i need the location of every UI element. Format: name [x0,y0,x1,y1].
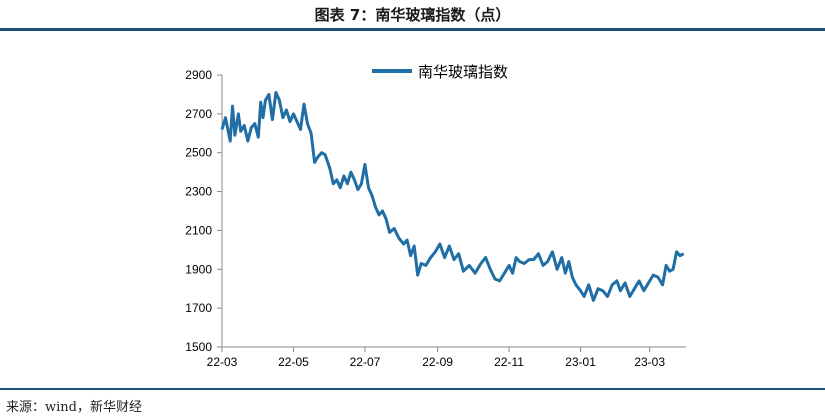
x-tick-label: 22-03 [207,355,238,369]
y-tick-label: 1500 [185,340,212,354]
y-tick-label: 1700 [185,301,212,315]
y-tick-label: 2100 [185,223,212,237]
x-axis: 22-03 22-05 22-07 22-09 22-11 23-01 23-03 [207,346,686,369]
x-tick-label: 23-01 [565,355,596,369]
y-tick-label: 1900 [185,262,212,276]
figure-title: 图表 7：南华玻璃指数（点） [314,6,511,24]
series-layer [220,91,685,302]
x-tick-label: 22-09 [422,355,453,369]
y-axis: 1500 1700 1900 2100 2300 2500 2700 2900 [185,68,223,354]
y-tick-label: 2900 [185,68,212,82]
y-tick-label: 2700 [185,107,212,121]
x-tick-label: 22-05 [278,355,309,369]
x-tick-label: 23-03 [634,355,665,369]
legend-label: 南华玻璃指数 [418,64,508,81]
top-rule [0,28,825,31]
x-tick-label: 22-07 [350,355,381,369]
source-note: 来源：wind，新华财经 [6,400,142,415]
series-line-nanhua-glass [220,91,685,302]
x-tick-label: 22-11 [494,355,524,369]
legend: 南华玻璃指数 [372,64,508,81]
y-tick-label: 2300 [185,185,212,199]
bottom-rule [0,388,825,390]
y-tick-label: 2500 [185,146,212,160]
